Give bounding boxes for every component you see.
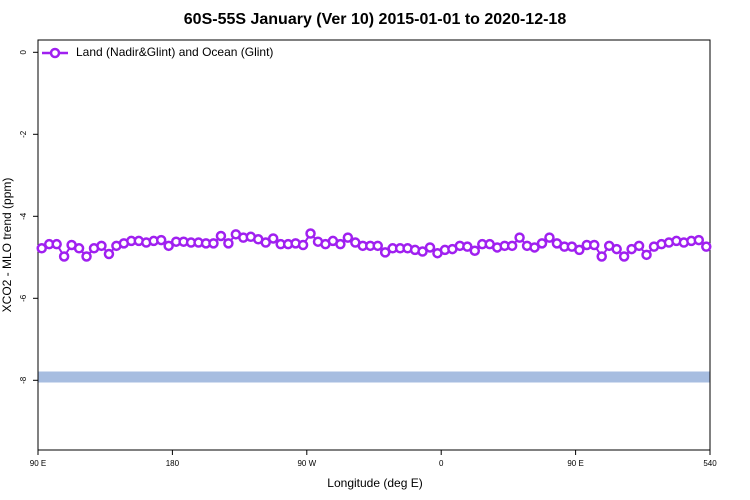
data-point — [335, 238, 346, 250]
chart-title: 60S-55S January (Ver 10) 2015-01-01 to 2… — [184, 11, 567, 28]
data-point — [424, 242, 436, 253]
x-tick-label: 180 — [166, 459, 180, 468]
data-point — [267, 233, 279, 244]
data-point — [701, 241, 712, 252]
data-point — [73, 243, 85, 254]
data-point — [342, 232, 354, 243]
data-point — [417, 246, 428, 257]
x-tick-label: 90 E — [567, 459, 583, 468]
data-point — [693, 234, 705, 246]
x-tick-label: 90 E — [30, 459, 46, 468]
data-point — [36, 243, 47, 254]
data-point — [215, 230, 227, 242]
data-point — [208, 238, 219, 249]
data-point — [163, 240, 174, 252]
data-point — [372, 240, 383, 252]
data-point — [529, 242, 540, 253]
data-point — [155, 234, 167, 246]
y-tick-label: -4 — [19, 212, 28, 220]
x-tick-label: 0 — [439, 459, 444, 468]
y-tick-label: -8 — [19, 376, 28, 384]
data-point — [469, 245, 481, 256]
y-tick-label: -6 — [19, 294, 28, 302]
data-point — [641, 249, 652, 261]
data-point — [514, 232, 525, 243]
data-point — [103, 248, 115, 260]
y-tick-label: -2 — [19, 130, 28, 138]
x-tick-label: 90 W — [297, 459, 316, 468]
data-point — [611, 243, 622, 255]
data-point — [596, 251, 607, 262]
data-point — [633, 240, 645, 252]
data-point — [589, 239, 600, 251]
data-point — [305, 228, 316, 239]
data-point — [544, 232, 555, 243]
data-point — [223, 238, 234, 249]
data-point — [96, 240, 107, 252]
legend-label: Land (Nadir&Glint) and Ocean (Glint) — [76, 45, 273, 59]
x-axis-label: Longitude (deg E) — [327, 476, 422, 490]
y-axis-label: XCO2 - MLO trend (ppm) — [0, 178, 14, 313]
data-point — [618, 251, 630, 262]
legend-marker — [49, 47, 61, 59]
x-tick-label: 540 — [703, 459, 717, 468]
data-point — [260, 237, 271, 248]
data-point — [81, 251, 92, 262]
data-point — [58, 251, 70, 262]
data-point — [462, 241, 473, 252]
data-point — [379, 247, 391, 258]
data-point — [536, 238, 548, 249]
data-point — [574, 244, 585, 256]
data-point — [51, 238, 62, 250]
y-tick-label: 0 — [19, 50, 28, 55]
data-point — [297, 239, 309, 251]
data-point — [506, 240, 518, 252]
